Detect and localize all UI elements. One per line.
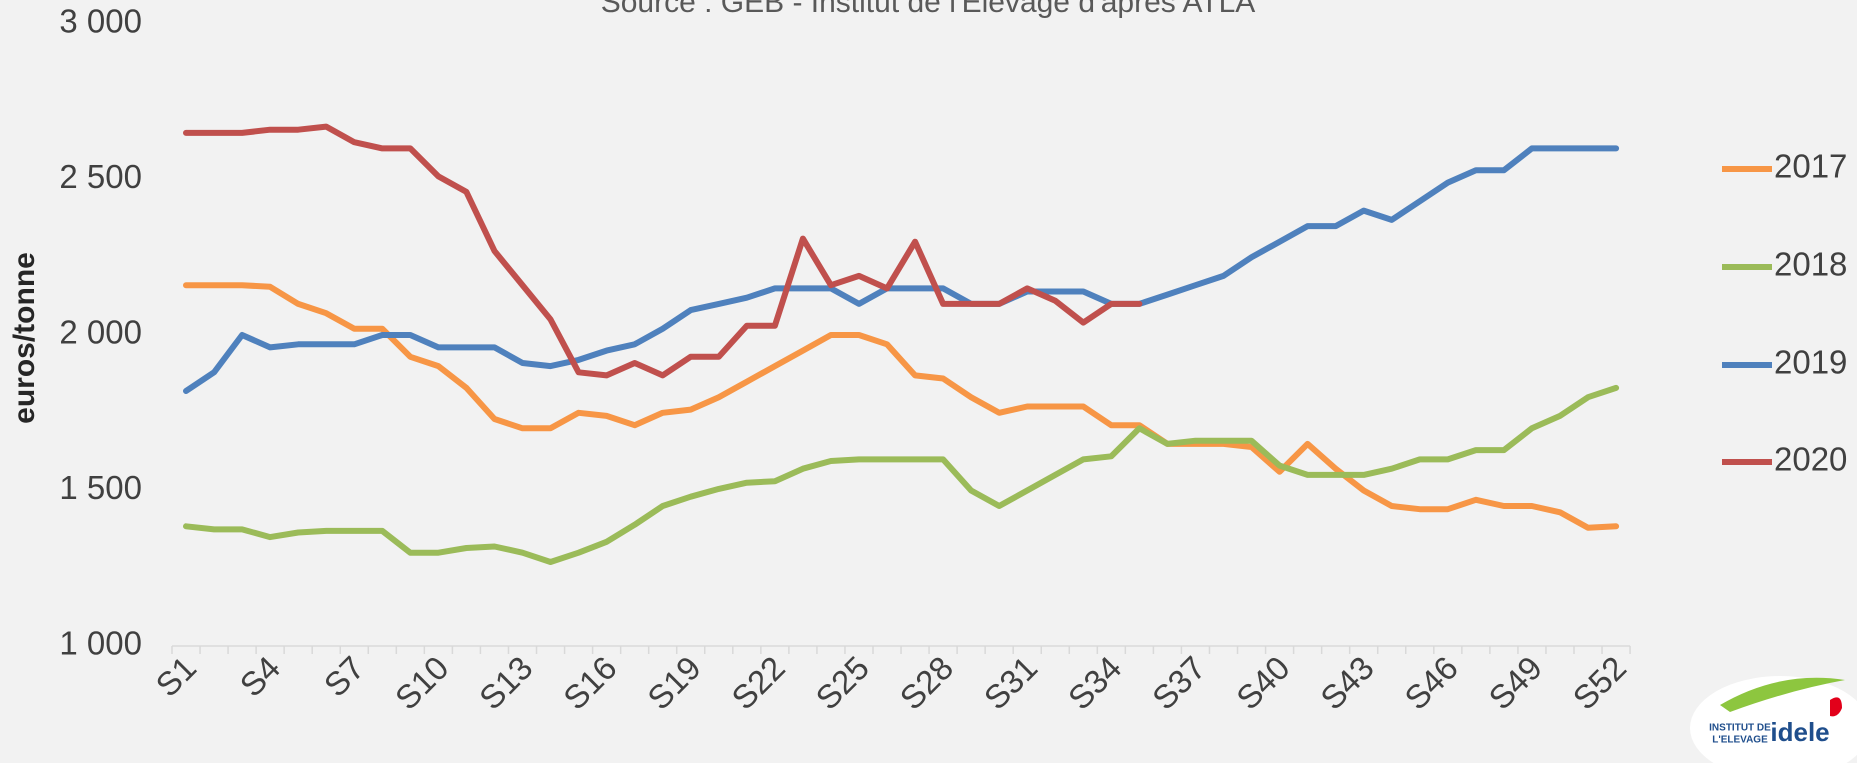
series-line (183, 123, 1143, 379)
y-tick-label: 3 000 (59, 3, 142, 40)
y-tick-label: 1 000 (59, 625, 142, 662)
x-tick-label: S34 (1061, 649, 1129, 717)
x-tick-label: S7 (317, 649, 372, 704)
logo-badge (1690, 676, 1857, 763)
y-tick-label: 2 500 (59, 158, 142, 195)
legend-label: 2018 (1774, 246, 1847, 283)
x-tick-label: S1 (148, 649, 203, 704)
x-tick-label: S31 (977, 649, 1045, 717)
series-line (183, 145, 1620, 394)
legend-label: 2020 (1774, 441, 1847, 478)
x-tick-label: S28 (893, 649, 961, 717)
x-tick-label: S25 (808, 649, 876, 717)
x-tick-label: S22 (724, 649, 792, 717)
x-tick-label: S19 (640, 649, 708, 717)
x-tick-label: S13 (472, 649, 540, 717)
x-tick-label: S46 (1397, 649, 1465, 717)
logo: INSTITUT DE L'ELEVAGE idele (1690, 676, 1857, 763)
y-tick-label: 2 000 (59, 314, 142, 351)
x-tick-label: S37 (1145, 649, 1213, 717)
x-tick-label: S16 (556, 649, 624, 717)
x-tick-label: S4 (233, 649, 288, 704)
logo-text: INSTITUT DE (1709, 723, 1771, 734)
logo-swoosh (1720, 677, 1845, 712)
y-tick-label: 1 500 (59, 469, 142, 506)
series-line (183, 384, 1620, 565)
x-tick-label: S52 (1565, 649, 1633, 717)
series-line (183, 282, 1620, 531)
logo-text: idele (1770, 717, 1829, 747)
chart-subtitle: Source : GEB - Institut de l'Elevage d'a… (601, 0, 1256, 19)
x-tick-label: S49 (1481, 649, 1549, 717)
logo-drop (1830, 697, 1842, 717)
x-tick-label: S43 (1313, 649, 1381, 717)
y-axis-label: euros/tonne (8, 252, 41, 424)
legend-label: 2019 (1774, 344, 1847, 381)
legend-label: 2017 (1774, 148, 1847, 185)
x-tick-label: S10 (388, 649, 456, 717)
logo-text: L'ELEVAGE (1712, 735, 1768, 746)
x-tick-label: S40 (1229, 649, 1297, 717)
